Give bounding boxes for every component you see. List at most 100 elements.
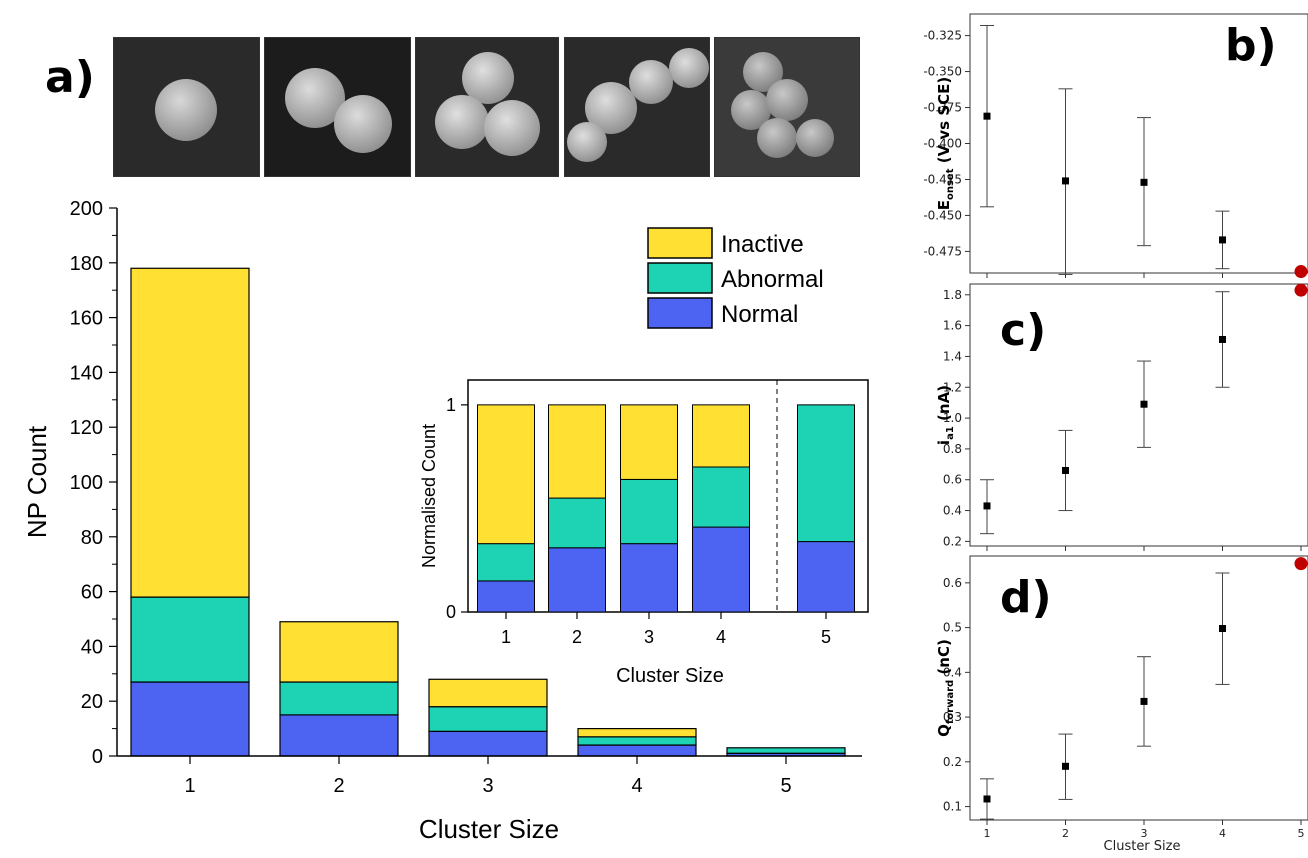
panel-d-y-tick-label: 0.1 [943,800,962,814]
sem-image-1 [113,37,260,177]
bar-normal-1 [130,681,250,757]
panel-d-x-axis-label: Cluster Size [1104,839,1181,854]
panel-b-y-tick-label: -0.350 [923,65,962,79]
panel-b-y-tick-label: -0.475 [923,244,962,258]
panel-d-y-tick-label: 0.6 [943,576,962,590]
panel-d-outlier-point-5 [1294,557,1308,571]
panel-label-b: b) [1225,20,1277,71]
panel-d-point-2 [1062,762,1069,770]
y-tick-label-200: 200 [70,198,103,220]
legend: Inactive Abnormal Normal [647,227,824,329]
panel-d-x-tick-label-5: 5 [1298,827,1305,840]
panel-b-outlier-point-5 [1294,265,1308,279]
bar-abnormal-5 [726,747,846,754]
legend-swatch-abnormal [647,262,713,294]
panel-c-outlier-point-5 [1294,283,1308,297]
panel-b-y-axis-label: Eonset (V vs SCE) [935,77,956,211]
y-tick-label-40: 40 [81,636,103,658]
panel-d-x-tick-label-2: 2 [1062,827,1069,840]
panel-c-y-tick-label: 0.6 [943,473,962,487]
x-axis-label: Cluster Size [419,814,559,844]
bar-inactive-4 [577,727,697,738]
bar-abnormal-4 [577,736,697,746]
x-tick-label-4: 4 [631,775,642,797]
y-tick-label-160: 160 [70,308,103,330]
x-tick-label-5: 5 [780,775,791,797]
panel-b-point-4 [1219,236,1226,244]
legend-label-inactive: Inactive [721,231,804,258]
inset-x-tick-label-2: 2 [572,627,582,647]
panel-b-point-3 [1140,178,1148,186]
x-tick-label-1: 1 [184,775,195,797]
bar-abnormal-2 [279,681,399,716]
panel-b-y-tick-label: -0.400 [923,137,962,151]
inset-bar-normal-1 [477,580,535,613]
panel-label-d: d) [1000,572,1052,623]
inset-bar-normal-2 [548,547,606,613]
panel-c-y-tick-label: 0.4 [943,504,962,518]
panel-d-x-tick-label-3: 3 [1141,827,1148,840]
inset-bar-abnormal-5 [797,404,855,543]
panel-c-frame [969,283,1308,547]
panel-b-point-1 [983,112,991,120]
y-tick-label-140: 140 [70,362,103,384]
inset-y-tick-label-0: 0 [446,602,456,622]
panel-c-y-tick-label: 1.4 [943,349,962,363]
inset-x-axis-label: Cluster Size [616,665,724,687]
panel-c-y-tick-label: 1.2 [943,380,962,394]
bar-normal-2 [279,714,399,757]
panel-b-point-2 [1062,177,1069,185]
y-tick-label-120: 120 [70,417,103,439]
panel-d-y-axis-label: Qforward (nC) [935,639,956,737]
panel-c-y-tick-label: 1.0 [943,411,962,425]
panel-c-point-2 [1062,466,1069,474]
panel-b-onset-potential: -0.325 -0.350 -0.375 -0.400 -0.425 -0.450 -0.4… [923,13,1308,279]
legend-label-normal: Normal [721,301,798,328]
panel-c-y-tick-label: 0.8 [943,442,962,456]
y-tick-label-100: 100 [70,472,103,494]
sem-image-3 [415,37,559,177]
inset-bar-abnormal-1 [477,543,535,582]
bar-abnormal-1 [130,596,250,683]
sem-image-4 [564,37,710,177]
panel-b-y-tick-label: -0.325 [923,29,962,43]
inset-x-tick-label-5: 5 [821,627,831,647]
sem-image-5 [714,37,860,177]
panel-c-point-4 [1219,335,1226,343]
inset-normalised-chart: 1 2 3 4 5 0 1 Cluster Size Normalised Count [419,379,869,687]
inset-bar-normal-5 [797,541,855,613]
y-axis-label: NP Count [22,425,52,538]
inset-bar-abnormal-2 [548,497,606,549]
y-tick-label-60: 60 [81,582,103,604]
panel-d-point-1 [983,795,991,803]
panel-c-y-tick-label: 0.2 [943,534,962,548]
inset-x-tick-label-4: 4 [716,627,726,647]
bar-inactive-3 [428,678,548,708]
panel-b-y-tick-label: -0.375 [923,101,962,115]
panel-b-y-tick-label: -0.450 [923,208,962,222]
panel-d-y-tick-label: 0.3 [943,710,962,724]
y-tick-label-180: 180 [70,253,103,275]
panel-c-point-3 [1140,400,1148,408]
panel-d-point-4 [1219,624,1226,632]
panel-label-c: c) [1000,305,1046,356]
legend-swatch-normal [647,297,713,329]
panel-label-a: a) [45,52,95,103]
inset-x-tick-label-3: 3 [644,627,654,647]
y-tick-label-20: 20 [81,691,103,713]
legend-label-abnormal: Abnormal [721,266,824,293]
panel-d-y-tick-label: 0.2 [943,755,962,769]
panel-d-x-tick-label-4: 4 [1219,827,1226,840]
x-tick-label-2: 2 [333,775,344,797]
inset-bar-inactive-2 [548,404,606,499]
panel-c-point-1 [983,502,991,510]
y-tick-label-0: 0 [92,746,103,768]
inset-bar-normal-3 [620,543,678,613]
bar-normal-3 [428,730,548,757]
inset-x-tick-label-1: 1 [501,627,511,647]
sem-image-2 [264,37,411,177]
panel-d-frame [969,555,1308,821]
panel-d-x-tick-label-1: 1 [984,827,991,840]
panel-c-current: 0.2 0.4 0.6 0.8 1.0 1.2 1.4 1.6 1.8 ia1 (nA) [935,283,1308,551]
panel-c-y-tick-label: 1.8 [943,288,962,302]
